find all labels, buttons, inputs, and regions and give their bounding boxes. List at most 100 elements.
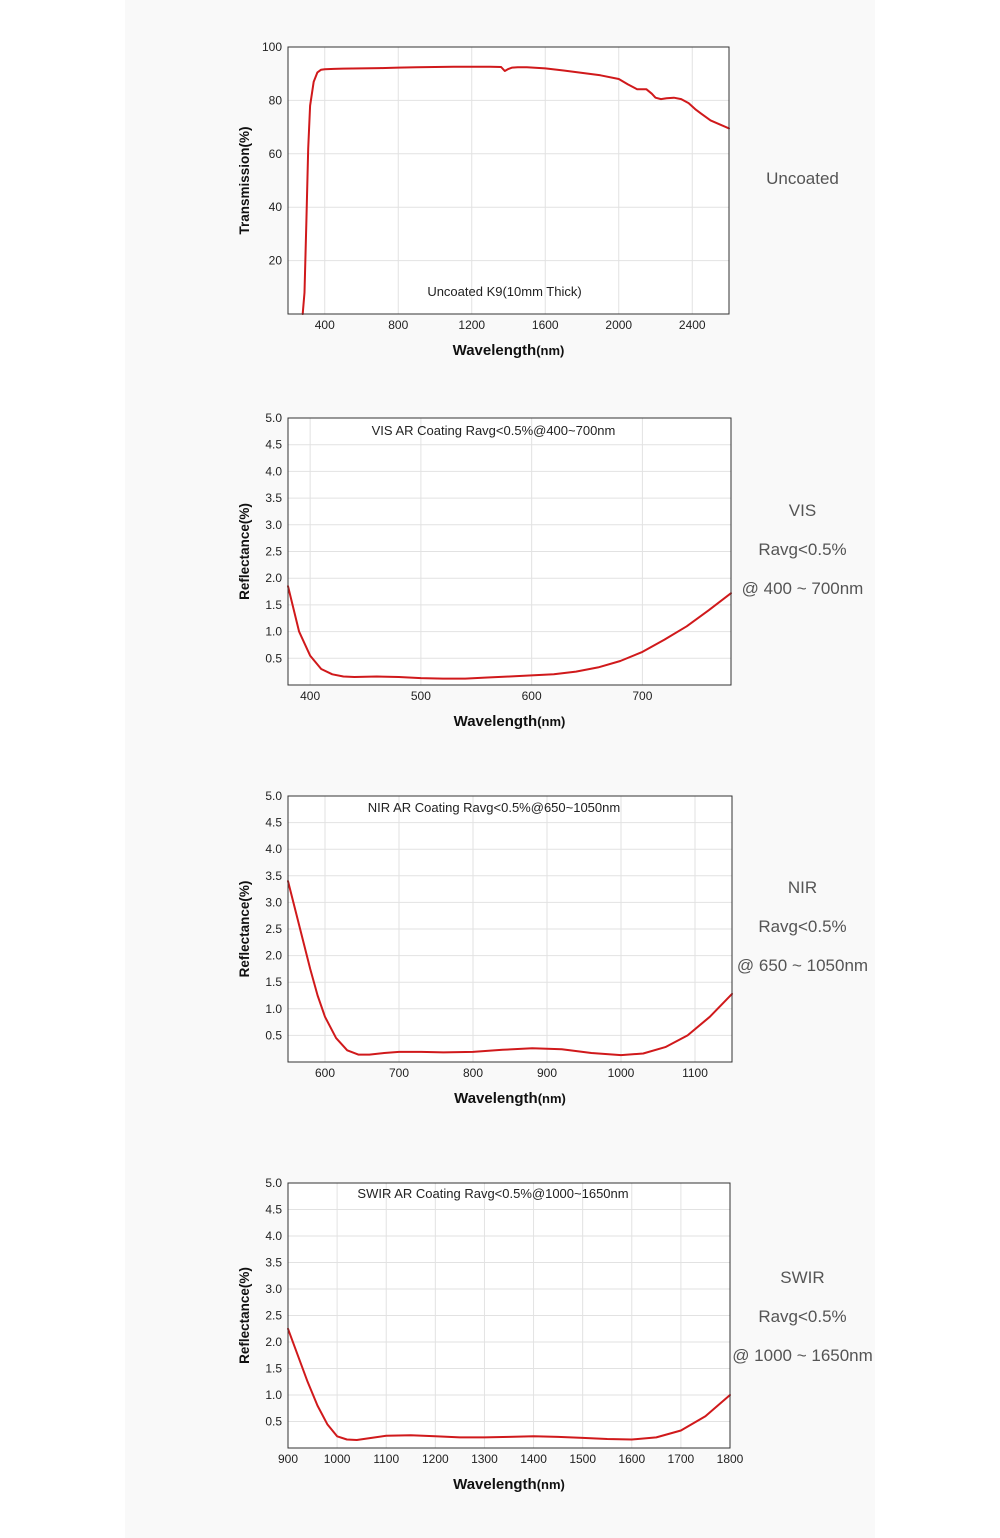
side-label-vis-1: Ravg<0.5% — [758, 540, 847, 559]
y-tick-label: 80 — [269, 93, 283, 107]
x-tick-label: 600 — [522, 689, 542, 703]
y-tick-label: 2.5 — [265, 922, 282, 936]
plot-frame — [287, 795, 733, 1063]
side-labels-swir: SWIR Ravg<0.5% @ 1000 ~ 1650nm — [730, 1258, 875, 1375]
x-tick-label: 1600 — [532, 318, 559, 332]
x-axis-label: Wavelength(nm) — [453, 1476, 565, 1493]
y-tick-label: 5.0 — [265, 1176, 282, 1190]
y-tick-label: 2.0 — [265, 1335, 282, 1349]
x-tick-label: 400 — [300, 689, 320, 703]
y-tick-label: 1.0 — [265, 1002, 282, 1016]
chart-title: NIR AR Coating Ravg<0.5%@650~1050nm — [368, 800, 620, 815]
y-tick-label: 4.5 — [265, 816, 282, 830]
y-tick-label: 20 — [269, 254, 283, 268]
y-tick-label: 4.0 — [265, 842, 282, 856]
y-tick-label: 3.5 — [265, 869, 282, 883]
side-label-nir-2: @ 650 ~ 1050nm — [736, 956, 869, 975]
x-tick-label: 900 — [278, 1452, 298, 1466]
y-tick-label: 4.0 — [265, 1229, 282, 1243]
y-tick-label: 4.0 — [265, 464, 282, 478]
side-label-nir-0: NIR — [787, 878, 818, 897]
y-tick-label: 3.0 — [265, 1282, 282, 1296]
x-axis-label: Wavelength(nm) — [454, 713, 566, 730]
y-tick-label: 1.0 — [265, 625, 282, 639]
y-tick-label: 1.5 — [265, 598, 282, 612]
y-tick-label: 2.5 — [265, 545, 282, 559]
y-axis-label: Reflectance(%) — [237, 881, 252, 978]
y-tick-label: 100 — [262, 40, 282, 54]
plot-frame — [287, 417, 732, 686]
side-label-vis-2: @ 400 ~ 700nm — [741, 579, 864, 598]
y-tick-label: 3.5 — [265, 491, 282, 505]
y-tick-label: 0.5 — [265, 1415, 282, 1429]
x-tick-label: 800 — [463, 1066, 483, 1080]
y-tick-label: 60 — [269, 147, 283, 161]
plot-frame — [287, 1182, 731, 1449]
x-tick-label: 1700 — [668, 1452, 695, 1466]
y-tick-label: 1.0 — [265, 1388, 282, 1402]
x-tick-label: 1800 — [717, 1452, 744, 1466]
y-tick-label: 2.0 — [265, 571, 282, 585]
x-tick-label: 700 — [632, 689, 652, 703]
series-line — [301, 65, 730, 315]
side-label-uncoated-0: Uncoated — [766, 169, 839, 188]
x-tick-label: 1200 — [458, 318, 485, 332]
x-tick-label: 1300 — [471, 1452, 498, 1466]
y-tick-label: 5.0 — [265, 789, 282, 803]
y-tick-label: 3.0 — [265, 895, 282, 909]
side-label-nir-1: Ravg<0.5% — [758, 917, 847, 936]
y-tick-label: 4.5 — [265, 438, 282, 452]
side-label-swir-1: Ravg<0.5% — [758, 1307, 847, 1326]
x-tick-label: 1000 — [608, 1066, 635, 1080]
x-tick-label: 700 — [389, 1066, 409, 1080]
y-tick-label: 5.0 — [265, 411, 282, 425]
y-tick-label: 3.5 — [265, 1256, 282, 1270]
side-label-swir-0: SWIR — [780, 1268, 825, 1287]
side-labels-uncoated: Uncoated — [730, 159, 875, 198]
chart-title: SWIR AR Coating Ravg<0.5%@1000~1650nm — [357, 1186, 628, 1201]
series-line — [287, 585, 732, 680]
side-labels-vis: VIS Ravg<0.5% @ 400 ~ 700nm — [730, 491, 875, 608]
y-axis-label: Transmission(%) — [237, 126, 252, 234]
x-tick-label: 2000 — [605, 318, 632, 332]
series-line — [287, 880, 733, 1057]
x-tick-label: 400 — [315, 318, 335, 332]
x-axis-label: Wavelength(nm) — [454, 1090, 566, 1107]
x-tick-label: 900 — [537, 1066, 557, 1080]
y-tick-label: 0.5 — [265, 651, 282, 665]
x-tick-label: 800 — [388, 318, 408, 332]
x-tick-label: 1500 — [569, 1452, 596, 1466]
y-tick-label: 2.5 — [265, 1309, 282, 1323]
x-tick-label: 600 — [315, 1066, 335, 1080]
y-tick-label: 4.5 — [265, 1203, 282, 1217]
side-label-vis-0: VIS — [788, 501, 817, 520]
x-tick-label: 1100 — [373, 1452, 399, 1466]
x-axis-label: Wavelength(nm) — [453, 342, 565, 359]
side-labels-nir: NIR Ravg<0.5% @ 650 ~ 1050nm — [730, 868, 875, 985]
x-tick-label: 1400 — [520, 1452, 547, 1466]
series-line — [287, 1327, 731, 1441]
y-tick-label: 2.0 — [265, 949, 282, 963]
y-tick-label: 1.5 — [265, 1362, 282, 1376]
chart-title: VIS AR Coating Ravg<0.5%@400~700nm — [372, 423, 616, 438]
y-tick-label: 1.5 — [265, 975, 282, 989]
x-tick-label: 1000 — [324, 1452, 351, 1466]
y-tick-label: 40 — [269, 200, 283, 214]
x-tick-label: 1600 — [618, 1452, 645, 1466]
x-tick-label: 1200 — [422, 1452, 449, 1466]
y-tick-label: 3.0 — [265, 518, 282, 532]
x-tick-label: 500 — [411, 689, 431, 703]
plot-frame — [287, 46, 730, 315]
x-tick-label: 2400 — [679, 318, 706, 332]
y-tick-label: 0.5 — [265, 1028, 282, 1042]
x-tick-label: 1100 — [682, 1066, 708, 1080]
y-axis-label: Reflectance(%) — [237, 503, 252, 600]
y-axis-label: Reflectance(%) — [237, 1267, 252, 1364]
chart-title: Uncoated K9(10mm Thick) — [427, 284, 581, 299]
side-label-swir-2: @ 1000 ~ 1650nm — [732, 1346, 873, 1365]
plot-area — [288, 47, 729, 314]
